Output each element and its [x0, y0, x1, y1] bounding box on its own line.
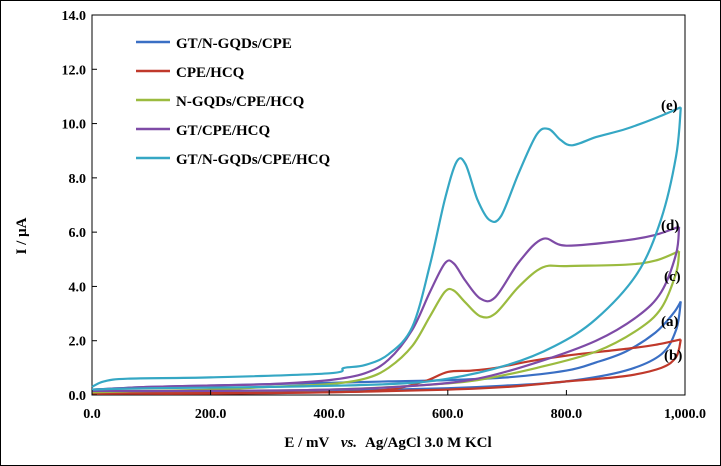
legend: GT/N-GQDs/CPE CPE/HCQ N-GQDs/CPE/HCQ GT/CPE… [136, 36, 331, 168]
y-tick-label: 0.0 [69, 389, 87, 404]
series-3-forward-scan [91, 225, 680, 391]
x-axis-title-main: E / mV [284, 435, 329, 451]
x-tick-label: 200.0 [195, 407, 227, 422]
series-3 [91, 225, 681, 393]
y-tick-label: 4.0 [69, 280, 87, 295]
curve-labels: (a) (b) (c) (d) (e) [661, 98, 682, 364]
legend-label-2: N-GQDs/CPE/HCQ [176, 94, 305, 110]
series-1 [91, 338, 682, 395]
x-axis-title-rest: Ag/AgCl 3.0 M KCl [365, 435, 492, 451]
ticks: 0.0 2.0 4.0 6.0 8.0 10.0 12.0 14.0 0.0 200.0 400.0… [62, 9, 707, 422]
curve-label-0: (a) [661, 314, 679, 330]
y-tick-label: 6.0 [69, 226, 87, 241]
axes [91, 14, 686, 396]
curve-label-4: (e) [661, 98, 678, 114]
x-tick-label: 1,000.0 [664, 407, 706, 422]
y-tick-label: 2.0 [69, 335, 87, 350]
x-axis-title: E / mV vs. Ag/AgCl 3.0 M KCl [284, 435, 491, 451]
series-4-reverse-scan [91, 107, 682, 391]
legend-label-1: CPE/HCQ [176, 65, 245, 81]
y-tick-label: 8.0 [69, 172, 87, 187]
y-tick-label: 12.0 [62, 63, 87, 78]
plot-area-border [91, 14, 686, 396]
curve-label-2: (c) [664, 269, 681, 285]
series-4 [91, 106, 682, 391]
series-4-forward-scan [91, 106, 682, 388]
curve-label-3: (d) [661, 218, 679, 234]
legend-label-4: GT/N-GQDs/CPE/HCQ [176, 152, 331, 168]
series-2-forward-scan [91, 250, 680, 394]
x-tick-label: 400.0 [313, 407, 345, 422]
x-axis-title-italic: vs. [341, 435, 357, 451]
series-2 [91, 250, 681, 394]
curve-label-1: (b) [664, 348, 682, 364]
x-tick-label: 600.0 [432, 407, 464, 422]
curves [91, 106, 682, 395]
x-tick-label: 0.0 [83, 407, 101, 422]
series-1-reverse-scan [91, 339, 682, 395]
series-0-forward-scan [91, 300, 682, 391]
x-tick-label: 800.0 [551, 407, 583, 422]
series-3-reverse-scan [91, 226, 681, 393]
legend-label-3: GT/CPE/HCQ [176, 123, 271, 139]
y-axis-title: I / µA [14, 217, 30, 254]
y-tick-label: 14.0 [62, 9, 87, 24]
y-tick-label: 10.0 [62, 118, 87, 133]
legend-label-0: GT/N-GQDs/CPE [176, 36, 292, 52]
